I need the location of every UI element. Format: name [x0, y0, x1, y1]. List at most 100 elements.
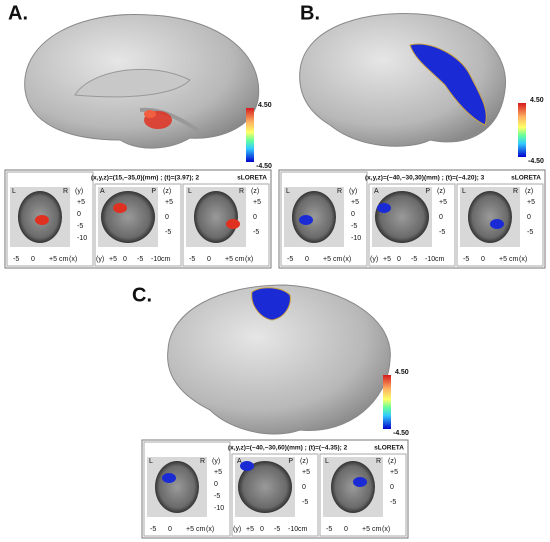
bottom-tick: +5: [323, 256, 331, 263]
bottom-tick: +5: [109, 256, 117, 263]
bottom-tick: 0: [168, 526, 172, 533]
bottom-tick: -5: [150, 526, 156, 533]
bottom-axis-label: (y): [96, 256, 104, 263]
slice-view: L R (y)+50-5-10-5 0 +5 cm (x): [6, 171, 94, 267]
corner-label: A: [237, 458, 242, 465]
slice-view: L R (z)+50-5-5 0 +5 cm (x): [182, 183, 270, 267]
slice-image: [238, 461, 292, 513]
activation: [240, 461, 254, 471]
side-tick: -5: [439, 229, 445, 236]
bottom-tick: -5: [411, 256, 417, 263]
activation: [162, 473, 176, 483]
colorbar-min: -4.50: [528, 158, 544, 165]
bottom-tick: 0: [397, 256, 401, 263]
side-tick: 0: [214, 481, 218, 488]
corner-label: R: [63, 188, 68, 195]
corner-label: R: [337, 188, 342, 195]
colorbar-max: 4.50: [258, 102, 272, 109]
colorbar-max: 4.50: [395, 369, 409, 376]
slice-view: A P (z) +5 0 -5 (y) +5 0 -5 -10 cm: [368, 183, 456, 267]
corner-label: P: [288, 458, 293, 465]
bottom-tick: +5: [246, 526, 254, 533]
activation: [226, 219, 240, 229]
axis-label: (z): [163, 188, 171, 195]
bottom-axis-label: (x): [206, 526, 214, 533]
side-tick: -5: [351, 223, 357, 230]
colorbar-min: -4.50: [256, 163, 272, 170]
side-tick: 0: [77, 211, 81, 218]
bottom-tick: -5: [13, 256, 19, 263]
slice-image: [155, 461, 199, 513]
colorbar: [383, 375, 391, 429]
corner-label: A: [100, 188, 105, 195]
corner-label: R: [513, 188, 518, 195]
brain-b: [299, 12, 507, 147]
side-tick: -5: [390, 499, 396, 506]
slice-image: [292, 191, 336, 243]
corner-label: L: [462, 188, 466, 195]
bottom-tick: -10: [425, 256, 435, 263]
bottom-axis-label: (x): [519, 256, 527, 263]
side-tick: -5: [253, 229, 259, 236]
bottom-tick: 0: [31, 256, 35, 263]
axis-label: (z): [251, 188, 259, 195]
side-tick: -5: [77, 223, 83, 230]
bottom-tick: -5: [274, 526, 280, 533]
method: sLORETA: [511, 175, 541, 182]
bottom-tick: -5: [326, 526, 332, 533]
slice-view: L R (z)+50-5-5 0 +5 cm (x): [456, 183, 544, 267]
view-frame: [319, 453, 407, 537]
side-tick: 0: [439, 214, 443, 221]
side-tick: +5: [527, 199, 535, 206]
side-tick: 0: [253, 214, 257, 221]
view-frame: [456, 183, 544, 267]
slice-view: A P (z) +5 0 -5 (y) +5 0 -5 -10 cm: [231, 453, 319, 537]
bottom-tick: 0: [207, 256, 211, 263]
side-tick: -10: [351, 235, 361, 242]
side-tick: -5: [302, 499, 308, 506]
axis-label: (z): [525, 188, 533, 195]
axis-label: (y): [75, 188, 83, 195]
slice-image: [101, 191, 155, 243]
activation: [299, 215, 313, 225]
colorbar: [518, 103, 526, 157]
view-frame: [182, 183, 270, 267]
corner-label: L: [286, 188, 290, 195]
bottom-tick: -5: [287, 256, 293, 263]
side-tick: +5: [351, 199, 359, 206]
slice-strip: (x,y,z)=(15,−35,0)(mm) ; (t)=(3.97); 2 sL…: [4, 169, 272, 269]
colorbar-min: -4.50: [393, 430, 409, 437]
corner-label: R: [376, 458, 381, 465]
side-tick: 0: [302, 484, 306, 491]
corner-label: L: [188, 188, 192, 195]
bottom-axis-label: (x): [343, 256, 351, 263]
bottom-tick: 0: [260, 526, 264, 533]
brain-a: [24, 13, 260, 149]
side-tick: -10: [77, 235, 87, 242]
side-tick: 0: [165, 214, 169, 221]
slice-strip: (x,y,z)=(−40,−30,60)(mm) ; (t)=(−4.35); …: [141, 439, 409, 539]
colorbar-max: 4.50: [530, 97, 544, 104]
slice-view: L R (z)+50-5-5 0 +5 cm (x): [319, 453, 407, 537]
panel-label: C.: [132, 284, 152, 306]
coordinates: (x,y,z)=(15,−35,0)(mm) ; (t)=(3.97); 2: [91, 175, 199, 182]
unit: cm: [59, 256, 69, 263]
side-tick: 0: [390, 484, 394, 491]
slice-view: L R (y)+50-5-10-5 0 +5 cm (x): [143, 441, 231, 537]
view-frame: [231, 453, 319, 537]
bottom-tick: +5: [362, 526, 370, 533]
bottom-axis-label: (x): [245, 256, 253, 263]
axis-label: (z): [388, 458, 396, 465]
corner-label: L: [325, 458, 329, 465]
side-tick: +5: [439, 199, 447, 206]
side-tick: +5: [302, 469, 310, 476]
side-tick: +5: [253, 199, 261, 206]
axis-label: (z): [437, 188, 445, 195]
view-frame: [6, 171, 94, 267]
side-tick: +5: [165, 199, 173, 206]
side-tick: 0: [527, 214, 531, 221]
bottom-tick: -5: [463, 256, 469, 263]
unit: cm: [509, 256, 519, 263]
slice-image: [194, 191, 238, 243]
